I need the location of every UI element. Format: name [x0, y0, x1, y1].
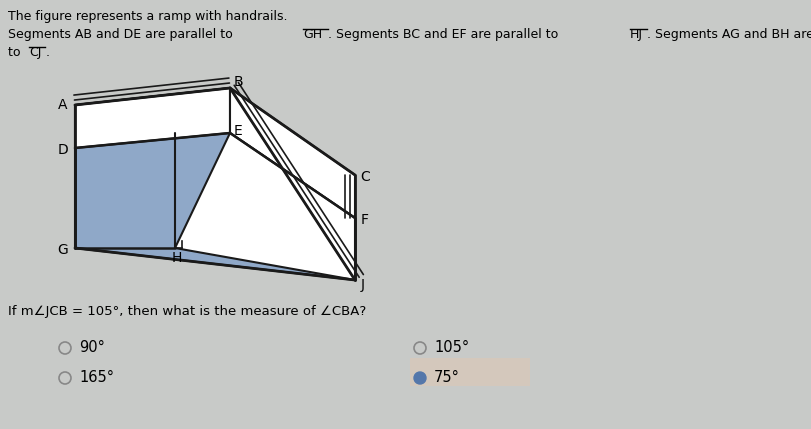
- Text: E: E: [234, 124, 242, 138]
- Text: F: F: [361, 213, 368, 227]
- Text: 165°: 165°: [79, 371, 114, 386]
- Text: HJ: HJ: [629, 28, 642, 41]
- Polygon shape: [230, 88, 354, 218]
- Text: J: J: [361, 278, 365, 292]
- Text: B: B: [233, 75, 242, 89]
- Polygon shape: [75, 88, 230, 148]
- Text: . Segments AG and BH are parallel: . Segments AG and BH are parallel: [646, 28, 811, 41]
- Text: A: A: [58, 98, 67, 112]
- Text: 105°: 105°: [433, 341, 469, 356]
- Text: 90°: 90°: [79, 341, 105, 356]
- Text: D: D: [58, 143, 68, 157]
- Polygon shape: [175, 133, 354, 280]
- Text: Segments AB and DE are parallel to: Segments AB and DE are parallel to: [8, 28, 237, 41]
- Text: H: H: [172, 251, 182, 265]
- FancyBboxPatch shape: [410, 358, 530, 386]
- Text: C: C: [360, 170, 370, 184]
- Text: GH: GH: [303, 28, 322, 41]
- Text: to: to: [8, 46, 24, 59]
- Circle shape: [414, 372, 426, 384]
- Text: .: .: [45, 46, 49, 59]
- Text: 75°: 75°: [433, 371, 459, 386]
- Text: G: G: [58, 243, 68, 257]
- Text: CJ: CJ: [29, 46, 41, 59]
- Text: The figure represents a ramp with handrails.: The figure represents a ramp with handra…: [8, 10, 287, 23]
- Polygon shape: [75, 88, 354, 280]
- Text: If m∠JCB = 105°, then what is the measure of ∠CBA?: If m∠JCB = 105°, then what is the measur…: [8, 305, 366, 318]
- Text: . Segments BC and EF are parallel to: . Segments BC and EF are parallel to: [328, 28, 561, 41]
